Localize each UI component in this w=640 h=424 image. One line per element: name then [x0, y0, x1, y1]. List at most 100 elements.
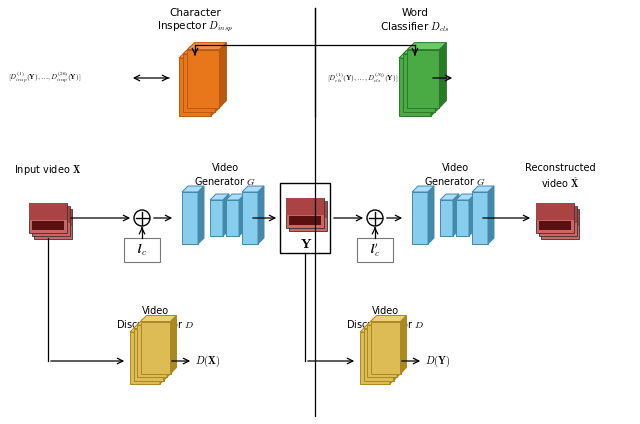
Polygon shape — [403, 54, 435, 112]
Polygon shape — [440, 42, 447, 108]
Polygon shape — [220, 42, 227, 108]
Polygon shape — [401, 315, 406, 374]
Polygon shape — [412, 186, 434, 192]
Bar — [35, 224, 67, 233]
Polygon shape — [198, 186, 204, 244]
Text: $\boldsymbol{l}_c$: $\boldsymbol{l}_c$ — [137, 242, 147, 258]
Polygon shape — [130, 332, 160, 384]
Bar — [289, 201, 326, 231]
Polygon shape — [367, 325, 397, 377]
Polygon shape — [394, 323, 399, 380]
Polygon shape — [364, 329, 394, 380]
Bar — [541, 224, 573, 233]
Bar — [538, 206, 577, 236]
Polygon shape — [488, 186, 494, 244]
Polygon shape — [435, 47, 442, 112]
Bar — [536, 203, 574, 220]
Polygon shape — [399, 51, 438, 58]
Bar — [31, 206, 70, 223]
Bar — [34, 209, 72, 226]
Polygon shape — [456, 194, 475, 200]
Polygon shape — [226, 194, 245, 200]
Polygon shape — [170, 315, 177, 374]
Bar — [124, 238, 160, 262]
Polygon shape — [453, 194, 459, 236]
Bar — [541, 209, 579, 239]
Text: $\boldsymbol{l}_c'$: $\boldsymbol{l}_c'$ — [370, 241, 380, 259]
Text: $D(\mathbf{X})$: $D(\mathbf{X})$ — [195, 353, 221, 368]
Polygon shape — [179, 58, 211, 116]
Polygon shape — [242, 192, 258, 244]
Polygon shape — [211, 51, 218, 116]
Polygon shape — [390, 326, 396, 384]
Polygon shape — [408, 42, 447, 50]
Text: Word
Classifier $D_{cls}$: Word Classifier $D_{cls}$ — [380, 8, 450, 34]
Polygon shape — [412, 192, 428, 244]
Bar — [544, 227, 576, 236]
Polygon shape — [397, 319, 403, 377]
Polygon shape — [210, 194, 229, 200]
Bar — [536, 203, 574, 233]
Polygon shape — [367, 319, 403, 325]
Text: $[D_{insp}^{(1)}(\mathbf{Y}),\ldots,D_{insp}^{(26)}(\mathbf{Y})]$: $[D_{insp}^{(1)}(\mathbf{Y}),\ldots,D_{i… — [8, 71, 81, 85]
Polygon shape — [130, 326, 166, 332]
Polygon shape — [183, 47, 222, 54]
Polygon shape — [360, 332, 390, 384]
Polygon shape — [364, 323, 399, 329]
Bar — [286, 198, 324, 215]
Text: Video
Generator $G$: Video Generator $G$ — [194, 163, 256, 187]
Bar — [29, 203, 67, 220]
Polygon shape — [215, 47, 222, 112]
Polygon shape — [403, 47, 442, 54]
Bar — [541, 209, 579, 226]
Circle shape — [134, 210, 150, 226]
Text: $[D_{cls}^{(1)}(\mathbf{Y}),\ldots,D_{cls}^{(N_l)}(\mathbf{Y})]$: $[D_{cls}^{(1)}(\mathbf{Y}),\ldots,D_{cl… — [327, 71, 398, 85]
Text: Video
Discriminator $D$: Video Discriminator $D$ — [346, 306, 424, 330]
Text: Character
Inspector $D_{insp}$: Character Inspector $D_{insp}$ — [157, 8, 233, 34]
Polygon shape — [188, 50, 220, 108]
Bar — [34, 209, 72, 239]
Polygon shape — [183, 54, 215, 112]
Bar — [291, 219, 323, 228]
Polygon shape — [472, 186, 494, 192]
Polygon shape — [137, 319, 173, 325]
Polygon shape — [210, 200, 223, 236]
Bar — [29, 203, 67, 233]
Polygon shape — [360, 326, 396, 332]
Polygon shape — [179, 51, 218, 58]
Bar — [539, 221, 571, 230]
Text: Reconstructed
video $\hat{\mathbf{X}}$: Reconstructed video $\hat{\mathbf{X}}$ — [525, 163, 595, 190]
Polygon shape — [242, 186, 264, 192]
Polygon shape — [428, 186, 434, 244]
Polygon shape — [456, 200, 469, 236]
Bar — [31, 206, 70, 236]
Text: Video
Generator $G$: Video Generator $G$ — [424, 163, 486, 187]
Bar — [357, 238, 393, 262]
Bar — [289, 216, 321, 225]
Polygon shape — [440, 200, 453, 236]
Bar — [280, 183, 330, 253]
Polygon shape — [399, 58, 431, 116]
Polygon shape — [160, 326, 166, 384]
Text: $D(\mathbf{Y})$: $D(\mathbf{Y})$ — [425, 353, 451, 368]
Polygon shape — [440, 194, 459, 200]
Polygon shape — [137, 325, 167, 377]
Bar — [37, 227, 69, 236]
Polygon shape — [239, 194, 245, 236]
Polygon shape — [469, 194, 475, 236]
Polygon shape — [223, 194, 229, 236]
Text: $\mathbf{Y}$: $\mathbf{Y}$ — [300, 237, 312, 251]
Polygon shape — [163, 323, 170, 380]
Polygon shape — [182, 192, 198, 244]
Polygon shape — [188, 42, 227, 50]
Polygon shape — [258, 186, 264, 244]
Polygon shape — [134, 329, 163, 380]
Bar — [538, 206, 577, 223]
Polygon shape — [371, 321, 401, 374]
Polygon shape — [141, 321, 170, 374]
Polygon shape — [226, 200, 239, 236]
Polygon shape — [371, 315, 406, 321]
Polygon shape — [141, 315, 177, 321]
Text: Input video $\mathbf{X}$: Input video $\mathbf{X}$ — [15, 163, 81, 177]
Polygon shape — [472, 192, 488, 244]
